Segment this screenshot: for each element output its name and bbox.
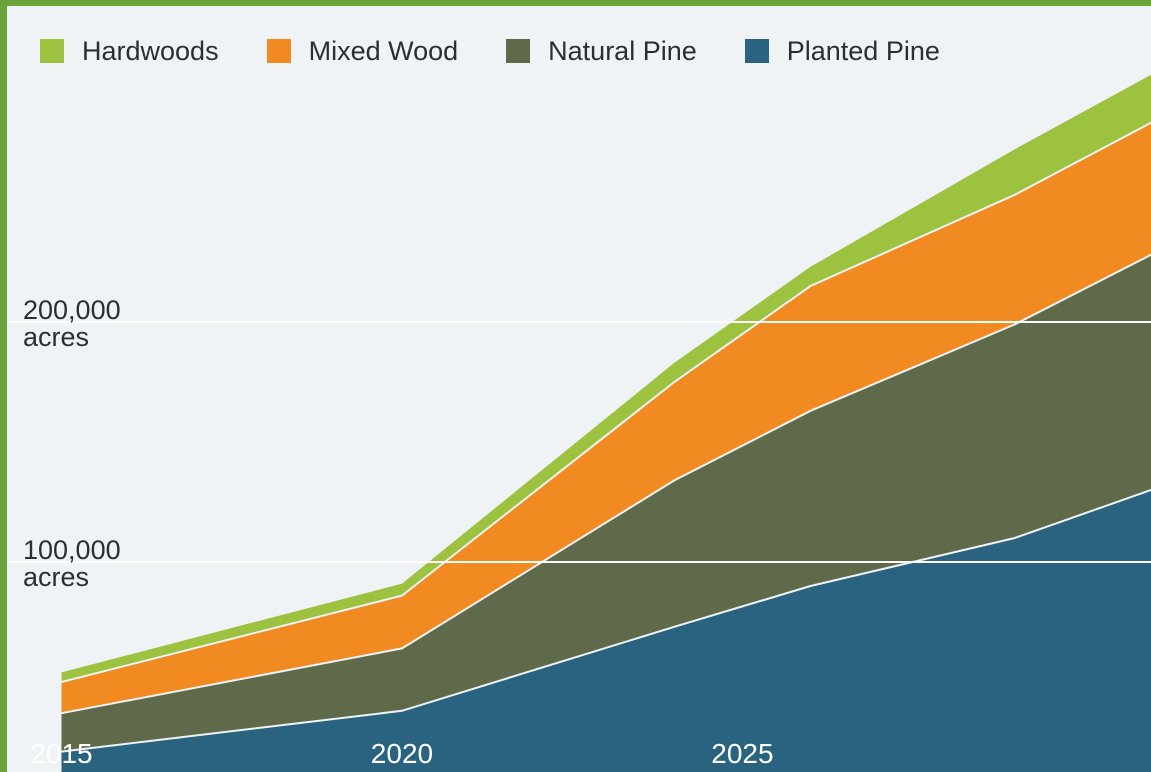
area-planted-pine — [61, 490, 1151, 772]
legend-swatch-natural-pine — [506, 39, 531, 63]
legend-label-planted-pine: Planted Pine — [786, 35, 940, 66]
legend-swatch-mixed-wood — [266, 39, 291, 63]
separator-natural-pine — [61, 253, 1151, 715]
y-tick-label-100000: 100,000 — [23, 535, 121, 565]
legend-label-hardwoods: Hardwoods — [82, 35, 219, 66]
y-tick-label-200000: 200,000 — [23, 295, 121, 325]
legend-swatch-hardwoods — [40, 39, 64, 63]
legend-item-natural-pine: Natural Pine — [506, 36, 697, 67]
area-hardwoods — [61, 74, 1151, 683]
legend-label-natural-pine: Natural Pine — [548, 35, 697, 66]
legend-item-mixed-wood: Mixed Wood — [266, 35, 459, 67]
x-tick-label-2025: 2025 — [711, 738, 773, 769]
separator-planted-pine — [61, 489, 1151, 753]
legend-item-planted-pine: Planted Pine — [744, 35, 940, 67]
separator-mixed-wood — [61, 121, 1151, 683]
chart-legend: Hardwoods Mixed Wood Natural Pine Planted P… — [40, 34, 988, 68]
legend-item-hardwoods: Hardwoods — [40, 36, 219, 67]
legend-swatch-planted-pine — [744, 39, 769, 63]
y-tick-unit-200000: acres — [23, 322, 89, 352]
legend-label-mixed-wood: Mixed Wood — [308, 35, 459, 66]
x-tick-label-2015: 2015 — [30, 738, 92, 769]
y-tick-unit-100000: acres — [23, 562, 89, 592]
x-tick-label-2020: 2020 — [371, 738, 433, 769]
area-natural-pine — [61, 254, 1151, 752]
area-mixed-wood — [61, 122, 1151, 714]
